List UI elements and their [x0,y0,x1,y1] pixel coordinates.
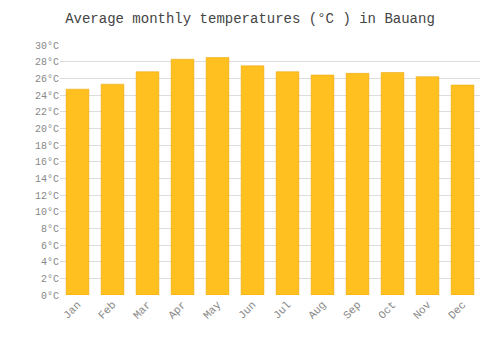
svg-text:Sep: Sep [341,299,363,321]
svg-text:28°C: 28°C [35,57,59,68]
svg-text:10°C: 10°C [35,207,59,218]
svg-text:Aug: Aug [306,299,328,321]
svg-text:Dec: Dec [446,299,468,321]
svg-text:24°C: 24°C [35,91,59,102]
svg-text:6°C: 6°C [41,241,59,252]
svg-text:20°C: 20°C [35,124,59,135]
svg-text:Average monthly temperatures (: Average monthly temperatures (°C ) in Ba… [65,11,435,27]
svg-text:16°C: 16°C [35,157,59,168]
svg-text:May: May [201,299,224,322]
svg-text:Jul: Jul [271,299,293,321]
svg-text:30°C: 30°C [35,41,59,52]
svg-text:18°C: 18°C [35,141,59,152]
svg-text:Mar: Mar [131,299,153,321]
svg-text:8°C: 8°C [41,224,59,235]
svg-text:Apr: Apr [166,299,188,321]
svg-text:12°C: 12°C [35,191,59,202]
svg-text:2°C: 2°C [41,274,59,285]
svg-text:Feb: Feb [96,299,118,321]
svg-text:22°C: 22°C [35,107,59,118]
svg-text:4°C: 4°C [41,257,59,268]
svg-text:26°C: 26°C [35,74,59,85]
svg-text:Jun: Jun [236,299,258,321]
svg-text:Oct: Oct [376,299,398,321]
svg-text:Nov: Nov [411,299,434,322]
svg-text:Jan: Jan [61,299,83,321]
svg-text:14°C: 14°C [35,174,59,185]
svg-text:0°C: 0°C [41,291,59,302]
